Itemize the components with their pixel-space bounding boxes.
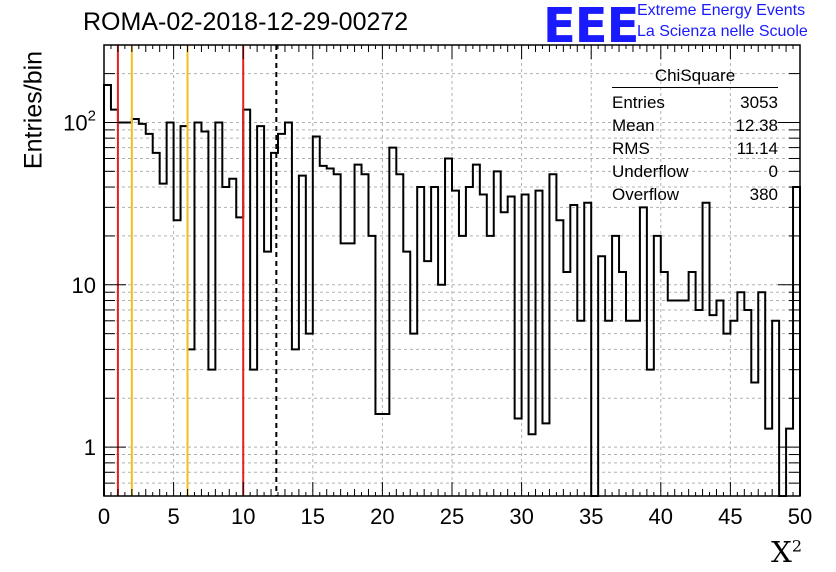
stats-value: 0: [768, 162, 778, 181]
project-name-line: Extreme Energy Events: [637, 2, 806, 19]
x-tick-label: 45: [718, 504, 742, 529]
stats-box: ChiSquare Entries 3053 Mean 12.38 RMS 11.14…: [612, 66, 778, 206]
y-tick-label: 10: [72, 273, 96, 298]
stats-row-rms: RMS 11.14: [612, 137, 778, 160]
stats-label: RMS: [612, 139, 650, 158]
stats-label: Overflow: [612, 185, 680, 204]
stats-value: 12.38: [735, 116, 778, 135]
x-tick-label: 0: [98, 504, 110, 529]
stats-row-overflow: Overflow 380: [612, 183, 778, 206]
stats-row-underflow: Underflow 0: [612, 160, 778, 183]
x-axis-label-text: X: [771, 535, 792, 569]
x-axis-label-exponent: 2: [791, 536, 802, 556]
stats-value: 11.14: [736, 139, 778, 158]
x-tick-label: 35: [579, 504, 603, 529]
y-tick-label: 1: [84, 435, 96, 460]
x-tick-label: 40: [649, 504, 673, 529]
x-tick-label: 15: [301, 504, 325, 529]
x-tick-label: 25: [440, 504, 464, 529]
x-axis-label: X2: [771, 535, 802, 569]
run-title: ROMA-02-2018-12-29-00272: [83, 8, 409, 36]
stats-label: Underflow: [612, 162, 689, 181]
stats-value: 380: [749, 185, 778, 204]
histogram-outline: [103, 84, 801, 497]
stats-box-title: ChiSquare: [612, 66, 778, 88]
stats-label: Mean: [612, 116, 655, 135]
project-subtitle-line: La Scienza nelle Scuole: [637, 23, 808, 40]
stats-row-mean: Mean 12.38: [612, 114, 778, 137]
x-tick-label: 30: [509, 504, 533, 529]
stats-value: 3053: [740, 93, 778, 112]
stats-label: Entries: [612, 93, 665, 112]
x-tick-label: 10: [231, 504, 255, 529]
y-tick-label: 102: [63, 107, 96, 135]
x-tick-label: 5: [167, 504, 179, 529]
x-tick-label: 50: [788, 504, 812, 529]
x-tick-label: 20: [370, 504, 394, 529]
stats-row-entries: Entries 3053: [612, 91, 778, 114]
